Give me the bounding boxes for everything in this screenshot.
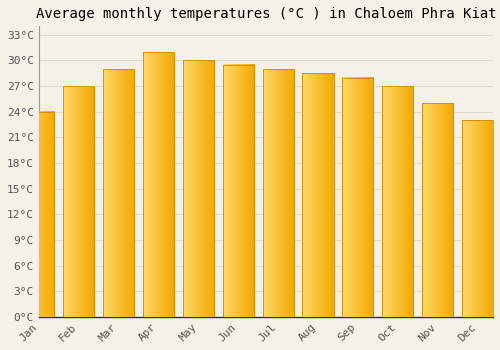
Bar (24, 112, 54, 317)
Bar (222, 65, 254, 317)
Bar (302, 73, 334, 317)
Bar (143, 52, 174, 317)
Bar (262, 69, 294, 317)
Bar (302, 73, 334, 317)
Bar (462, 120, 493, 317)
Bar (63, 86, 94, 317)
Bar (462, 120, 493, 317)
Bar (262, 69, 294, 317)
Bar (422, 103, 453, 317)
Bar (222, 65, 254, 317)
Bar (342, 78, 374, 317)
Bar (342, 78, 374, 317)
Bar (63, 86, 94, 317)
Bar (24, 112, 54, 317)
Bar (382, 86, 414, 317)
Title: Average monthly temperatures (°C ) in Chaloem Phra Kiat: Average monthly temperatures (°C ) in Ch… (36, 7, 496, 21)
Bar (103, 69, 134, 317)
Bar (183, 61, 214, 317)
Bar (382, 86, 414, 317)
Bar (143, 52, 174, 317)
Bar (183, 61, 214, 317)
Bar (103, 69, 134, 317)
Bar (422, 103, 453, 317)
